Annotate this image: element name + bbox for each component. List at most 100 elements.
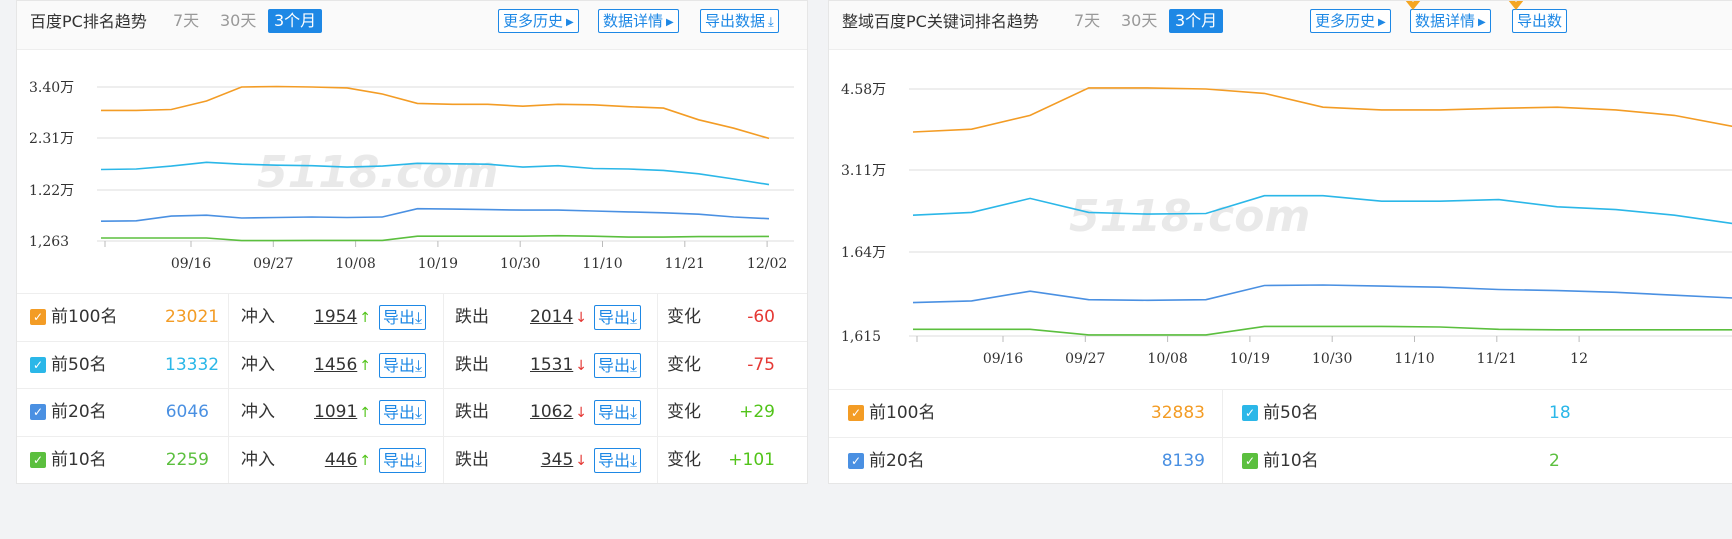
divider [657, 341, 658, 389]
export-drop-out-button[interactable]: 导出⤓ [594, 400, 642, 425]
panel-header: 百度PC排名趋势 7天 30天 3个月 更多历史 ▶ 数据详情 ▶ 导出数据 ⤓ [17, 1, 807, 50]
trend-chart: 5118.com 4.58万 3.11万 1.64万 1,615 09/16 09/27 10… [841, 82, 1732, 367]
export-drop-out-button[interactable]: 导出⤓ [594, 305, 642, 330]
stats-row: ✓ 前50名 13332 冲入 1456 ↑ 导出⤓ 跌出 1531 ↓ 导出⤓ 变化 -75 [17, 340, 807, 389]
series-checkbox[interactable]: ✓ [1242, 405, 1258, 421]
drop-out-number[interactable]: 2014 [530, 307, 574, 327]
export-drop-out-button[interactable]: 导出⤓ [594, 447, 642, 473]
rank-label: 前10名 [51, 449, 107, 470]
drop-out-value[interactable]: 345 ↓ [525, 437, 587, 484]
check-icon: ✓ [850, 406, 862, 420]
divider [443, 341, 444, 389]
rush-in-value[interactable]: 446 ↑ [313, 437, 371, 484]
divider [228, 389, 229, 436]
drop-out-number[interactable]: 1531 [530, 354, 574, 375]
rank-count: 8139 [1161, 450, 1205, 471]
rank-count: 6046 [165, 402, 209, 422]
check-icon: ✓ [1244, 453, 1256, 468]
series-checkbox[interactable]: ✓ [30, 309, 46, 325]
range-30d[interactable]: 30天 [1121, 11, 1158, 30]
data-detail-button[interactable]: 数据详情 ▶ [1410, 9, 1491, 33]
more-history-button[interactable]: 更多历史 ▶ [1310, 9, 1391, 33]
series-checkbox[interactable]: ✓ [30, 356, 46, 373]
x-tick-label: 09/16 [171, 256, 211, 272]
panel-title: 百度PC排名趋势 [30, 12, 147, 31]
download-icon: ⤓ [415, 308, 423, 327]
data-detail-button[interactable]: 数据详情 ▶ [598, 9, 679, 33]
divider [1222, 437, 1223, 483]
ranking-trend-panel: 百度PC排名趋势 7天 30天 3个月 更多历史 ▶ 数据详情 ▶ 导出数据 ⤓ 51… [16, 0, 808, 484]
rush-in-value[interactable]: 1456 ↑ [313, 342, 371, 389]
export-rush-in-button[interactable]: 导出⤓ [379, 352, 427, 378]
range-30d[interactable]: 30天 [220, 11, 257, 30]
change-label: 变化 [667, 402, 701, 422]
divider [657, 294, 658, 341]
arrow-up-icon: ↑ [359, 357, 371, 374]
range-7d[interactable]: 7天 [1074, 11, 1101, 30]
caret-right-icon: ▶ [1478, 17, 1486, 28]
download-icon: ⤓ [768, 15, 774, 30]
drop-out-number[interactable]: 345 [540, 449, 574, 470]
series-checkbox[interactable]: ✓ [848, 405, 864, 421]
change-value: -75 [747, 354, 775, 375]
export-rush-in-button[interactable]: 导出⤓ [379, 305, 427, 330]
range-7d[interactable]: 7天 [173, 11, 200, 30]
series-line [100, 161, 770, 186]
y-tick-label: 1,263 [29, 234, 69, 250]
rank-label: 前20名 [869, 450, 925, 471]
export-data-button[interactable]: 导出数据 ⤓ [700, 9, 779, 33]
series-checkbox[interactable]: ✓ [30, 451, 46, 468]
export-label: 导出 [598, 355, 631, 375]
drop-out-value[interactable]: 1062 ↓ [525, 389, 587, 436]
change-value: +29 [739, 402, 775, 422]
divider [443, 436, 444, 483]
rank-label: 前20名 [51, 402, 107, 422]
x-tick-label: 10/30 [1312, 351, 1352, 367]
export-data-label: 导出数据 [705, 12, 766, 30]
y-tick-label: 1,615 [841, 329, 881, 345]
rush-in-number[interactable]: 1091 [314, 402, 358, 422]
export-rush-in-button[interactable]: 导出⤓ [379, 400, 427, 425]
vip-badge-icon [1405, 1, 1421, 10]
download-icon: ⤓ [630, 403, 638, 422]
drop-out-label: 跌出 [455, 307, 489, 327]
range-3m[interactable]: 3个月 [268, 9, 323, 33]
rush-in-number[interactable]: 1954 [314, 307, 358, 327]
summary-cell: ✓ 前10名 2 [1223, 436, 1732, 484]
drop-out-number[interactable]: 1062 [530, 402, 574, 422]
range-3m[interactable]: 3个月 [1169, 9, 1224, 33]
divider [443, 389, 444, 436]
divider [443, 294, 444, 341]
drop-out-value[interactable]: 2014 ↓ [525, 294, 587, 341]
rush-in-number[interactable]: 1456 [314, 354, 358, 375]
change-label: 变化 [667, 354, 701, 375]
series-checkbox[interactable]: ✓ [30, 404, 46, 420]
x-tick-label: 12 [1570, 351, 1588, 367]
panel-header: 整域百度PC关键词排名趋势 7天 30天 3个月 更多历史 ▶ 数据详情 ▶ 导出数 [829, 1, 1732, 50]
export-label: 导出 [383, 450, 416, 470]
rush-in-number[interactable]: 446 [324, 449, 358, 470]
more-history-button[interactable]: 更多历史 ▶ [498, 9, 579, 33]
caret-right-icon: ▶ [566, 17, 574, 28]
drop-out-value[interactable]: 1531 ↓ [525, 342, 587, 389]
summary-cell: ✓ 前50名 18 [1223, 389, 1732, 437]
x-tick-label: 11/21 [1477, 351, 1517, 367]
rush-in-value[interactable]: 1091 ↑ [313, 389, 371, 436]
divider [1222, 390, 1223, 437]
export-rush-in-button[interactable]: 导出⤓ [379, 447, 427, 473]
series-checkbox[interactable]: ✓ [1242, 452, 1258, 469]
stats-row: ✓ 前20名 6046 冲入 1091 ↑ 导出⤓ 跌出 1062 ↓ 导出⤓ 变化 +29 [17, 388, 807, 436]
series-line [912, 284, 1732, 304]
more-history-label: 更多历史 [1315, 12, 1376, 30]
series-line [101, 85, 770, 140]
series-checkbox[interactable]: ✓ [848, 452, 864, 469]
export-label: 导出 [383, 403, 416, 422]
arrow-up-icon: ↑ [359, 405, 371, 421]
series-line [912, 87, 1732, 133]
divider [228, 436, 229, 483]
rush-in-value[interactable]: 1954 ↑ [313, 294, 371, 341]
rank-count: 2 [1549, 450, 1560, 471]
export-label: 导出 [598, 403, 631, 422]
export-drop-out-button[interactable]: 导出⤓ [594, 352, 642, 378]
export-data-button[interactable]: 导出数 [1512, 9, 1568, 33]
